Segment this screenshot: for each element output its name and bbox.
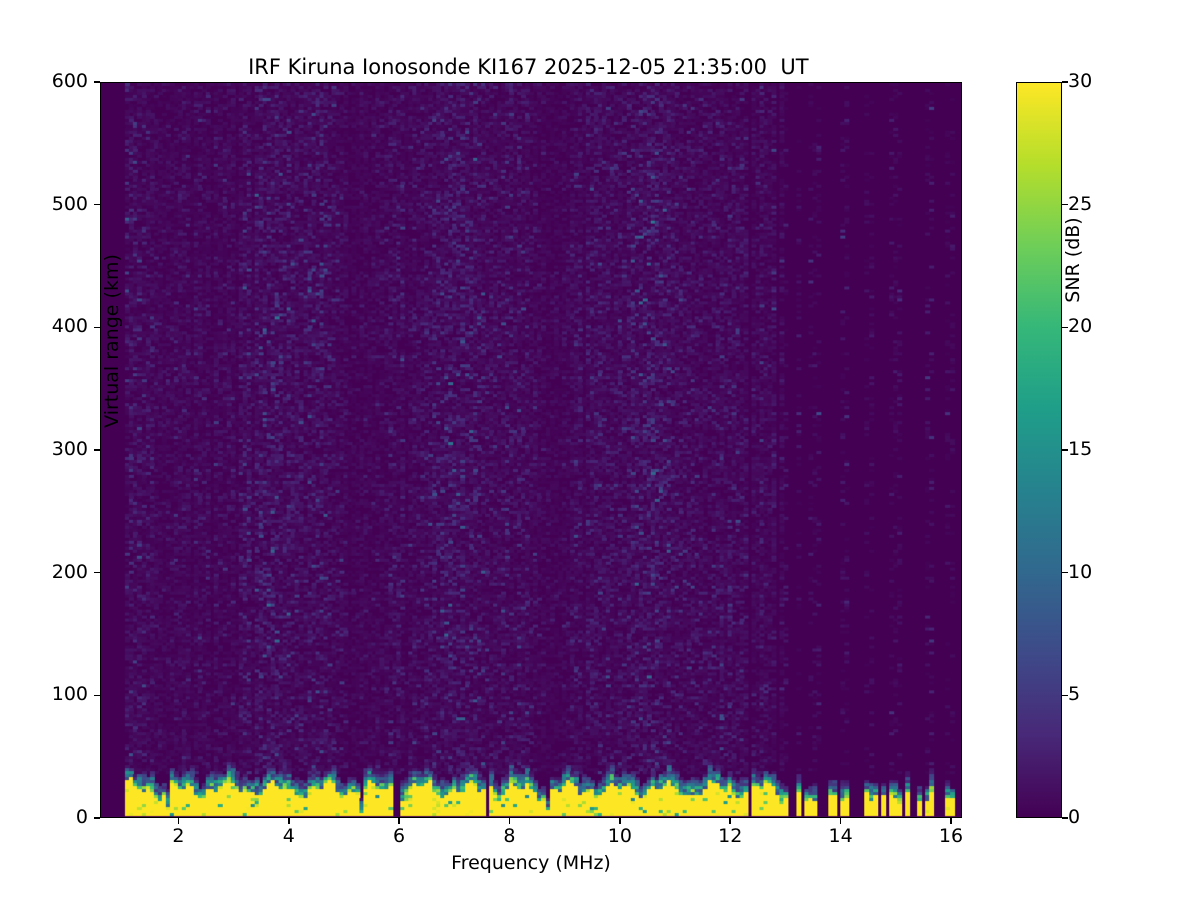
x-tick-mark: [839, 818, 842, 824]
y-tick-label: 100: [51, 683, 88, 706]
x-tick-mark: [508, 818, 511, 824]
x-tick-mark: [729, 818, 731, 824]
y-tick-mark: [94, 571, 100, 574]
y-tick-mark: [94, 203, 100, 206]
colorbar-tick-mark: [1062, 326, 1068, 329]
y-tick-mark: [94, 81, 100, 83]
colorbar-tick-mark: [1062, 694, 1068, 697]
title-line-1: IRF Kiruna Ionosonde KI167 2025-12-05 21…: [248, 55, 809, 79]
y-tick-label: 500: [51, 192, 88, 215]
colorbar-label: SNR (dB): [1062, 217, 1084, 303]
x-tick-label: 16: [938, 825, 964, 847]
colorbar[interactable]: [1016, 82, 1062, 818]
x-tick-label: 12: [718, 825, 743, 847]
ionogram-axes[interactable]: [100, 82, 962, 818]
colorbar-tick-label: 30: [1068, 70, 1093, 92]
y-tick-label: 0: [75, 806, 88, 828]
colorbar-tick-mark: [1062, 571, 1068, 574]
y-tick-mark: [94, 326, 100, 329]
x-tick-mark: [177, 818, 180, 824]
x-tick-mark: [287, 818, 290, 824]
colorbar-tick-label: 20: [1068, 315, 1093, 338]
y-tick-label: 300: [51, 438, 88, 460]
y-tick-mark: [94, 817, 100, 819]
ionogram-heatmap[interactable]: [101, 83, 961, 817]
colorbar-tick-label: 5: [1068, 683, 1081, 706]
y-tick-mark: [94, 694, 100, 697]
x-axis-label: Frequency (MHz): [451, 852, 611, 874]
y-tick-label: 600: [51, 70, 88, 92]
colorbar-gradient: [1017, 83, 1061, 817]
colorbar-tick-label: 15: [1068, 438, 1093, 460]
y-axis-label: Virtual range (km): [101, 254, 123, 428]
x-tick-mark: [619, 818, 621, 824]
y-tick-label: 400: [51, 315, 88, 338]
colorbar-tick-mark: [1062, 81, 1068, 83]
x-tick-mark: [398, 818, 400, 824]
colorbar-tick-mark: [1062, 817, 1068, 819]
colorbar-tick-label: 25: [1068, 192, 1093, 215]
colorbar-tick-label: 0: [1068, 806, 1081, 828]
x-tick-label: 10: [607, 825, 632, 847]
colorbar-tick-mark: [1062, 449, 1068, 451]
x-tick-label: 4: [282, 825, 295, 847]
y-tick-mark: [94, 449, 100, 451]
y-tick-label: 200: [51, 560, 88, 583]
x-tick-label: 8: [503, 825, 516, 847]
x-tick-label: 6: [393, 825, 406, 847]
colorbar-tick-mark: [1062, 203, 1068, 206]
x-tick-label: 14: [828, 825, 853, 847]
x-tick-label: 2: [172, 825, 185, 847]
x-tick-mark: [950, 818, 952, 824]
colorbar-tick-label: 10: [1068, 560, 1093, 583]
